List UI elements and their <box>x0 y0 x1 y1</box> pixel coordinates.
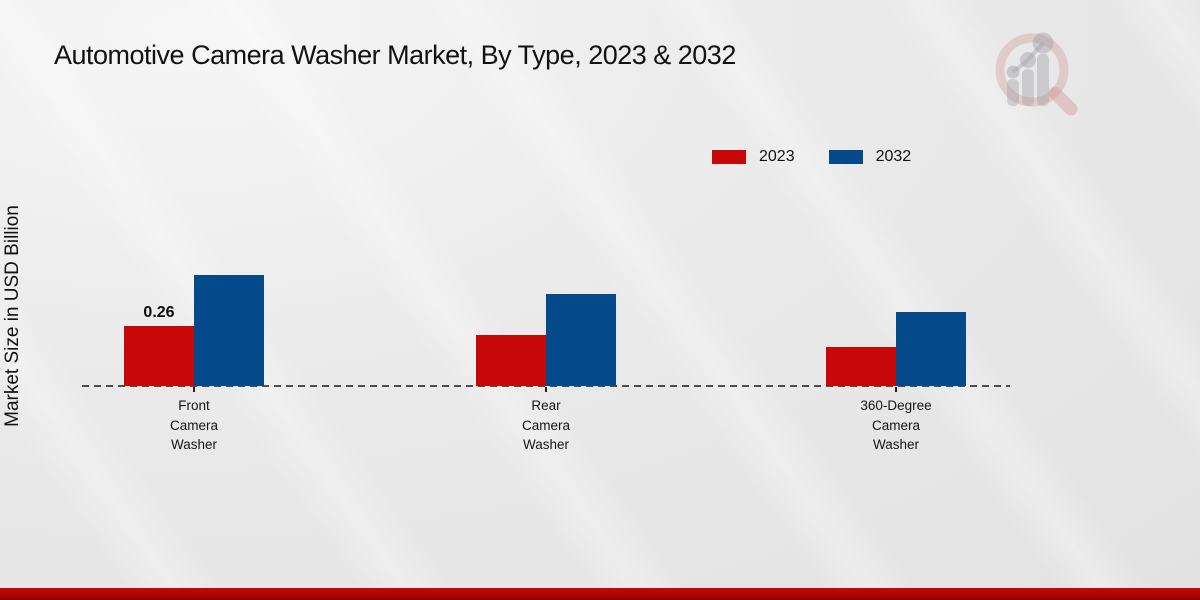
legend-label-2023: 2023 <box>759 148 795 165</box>
footer-red-bar <box>0 588 1200 600</box>
legend: 2023 2032 <box>712 148 911 166</box>
x-axis-tick <box>545 387 547 392</box>
x-axis-baseline <box>82 385 1010 387</box>
x-axis-tick <box>193 387 195 392</box>
bar-2032-front-camera-washer <box>194 275 264 386</box>
x-axis-category-label: Front Camera Washer <box>169 398 218 452</box>
bar-2023-front-camera-washer <box>124 326 194 386</box>
legend-swatch-2023 <box>712 150 746 164</box>
watermark-logo-icon <box>995 32 1078 116</box>
legend-swatch-2032 <box>828 150 863 164</box>
bar-value-label: 0.26 <box>143 304 175 321</box>
bar-2032-360-degree-camera-washer <box>896 312 966 386</box>
x-axis-category-label: 360-Degree Camera Washer <box>860 398 932 452</box>
x-axis-tick <box>895 387 897 392</box>
x-axis-category-label: Rear Camera Washer <box>521 398 570 452</box>
legend-item-2032: 2032 <box>828 148 912 166</box>
bar-2023-360-degree-camera-washer <box>826 347 896 386</box>
bar-2032-rear-camera-washer <box>546 294 616 386</box>
legend-label-2032: 2032 <box>875 148 912 165</box>
bar-2023-rear-camera-washer <box>476 335 546 386</box>
legend-item-2023: 2023 <box>712 148 795 166</box>
chart-title: Automotive Camera Washer Market, By Type… <box>54 40 736 70</box>
